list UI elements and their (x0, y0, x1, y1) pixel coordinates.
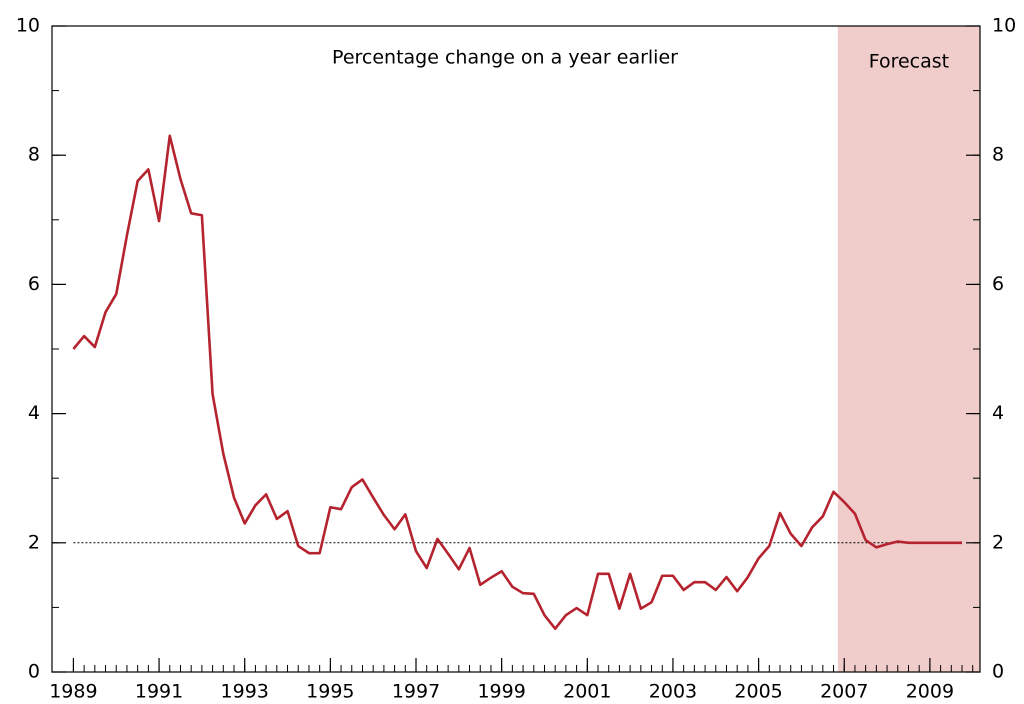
y-tick-label: 8 (28, 144, 40, 166)
y-tick-label: 2 (28, 531, 40, 553)
y-tick-label: 10 (16, 15, 40, 37)
y2-tick-label: 2 (992, 531, 1004, 553)
x-tick-label: 1993 (221, 681, 269, 703)
y2-tick-label: 10 (992, 15, 1016, 37)
x-tick-label: 2009 (906, 681, 954, 703)
x-tick-label: 2001 (563, 681, 611, 703)
y-tick-label: 6 (28, 273, 40, 295)
y2-tick-label: 8 (992, 144, 1004, 166)
forecast-region (837, 26, 980, 672)
x-tick-label: 1999 (477, 681, 525, 703)
x-tick-label: 1989 (49, 681, 97, 703)
subtitle: Percentage change on a year earlier (332, 47, 678, 69)
forecast-label: Forecast (869, 51, 949, 73)
x-tick-label: 2003 (649, 681, 697, 703)
y-tick-label: 0 (28, 661, 40, 683)
y2-tick-label: 0 (992, 661, 1004, 683)
x-tick-label: 1991 (135, 681, 183, 703)
x-tick-label: 2007 (820, 681, 868, 703)
x-tick-label: 1997 (392, 681, 440, 703)
y2-tick-label: 4 (992, 402, 1004, 424)
y-tick-label: 4 (28, 402, 40, 424)
x-tick-label: 1995 (306, 681, 354, 703)
x-tick-label: 2005 (734, 681, 782, 703)
y2-tick-label: 6 (992, 273, 1004, 295)
data-line (72, 134, 963, 631)
